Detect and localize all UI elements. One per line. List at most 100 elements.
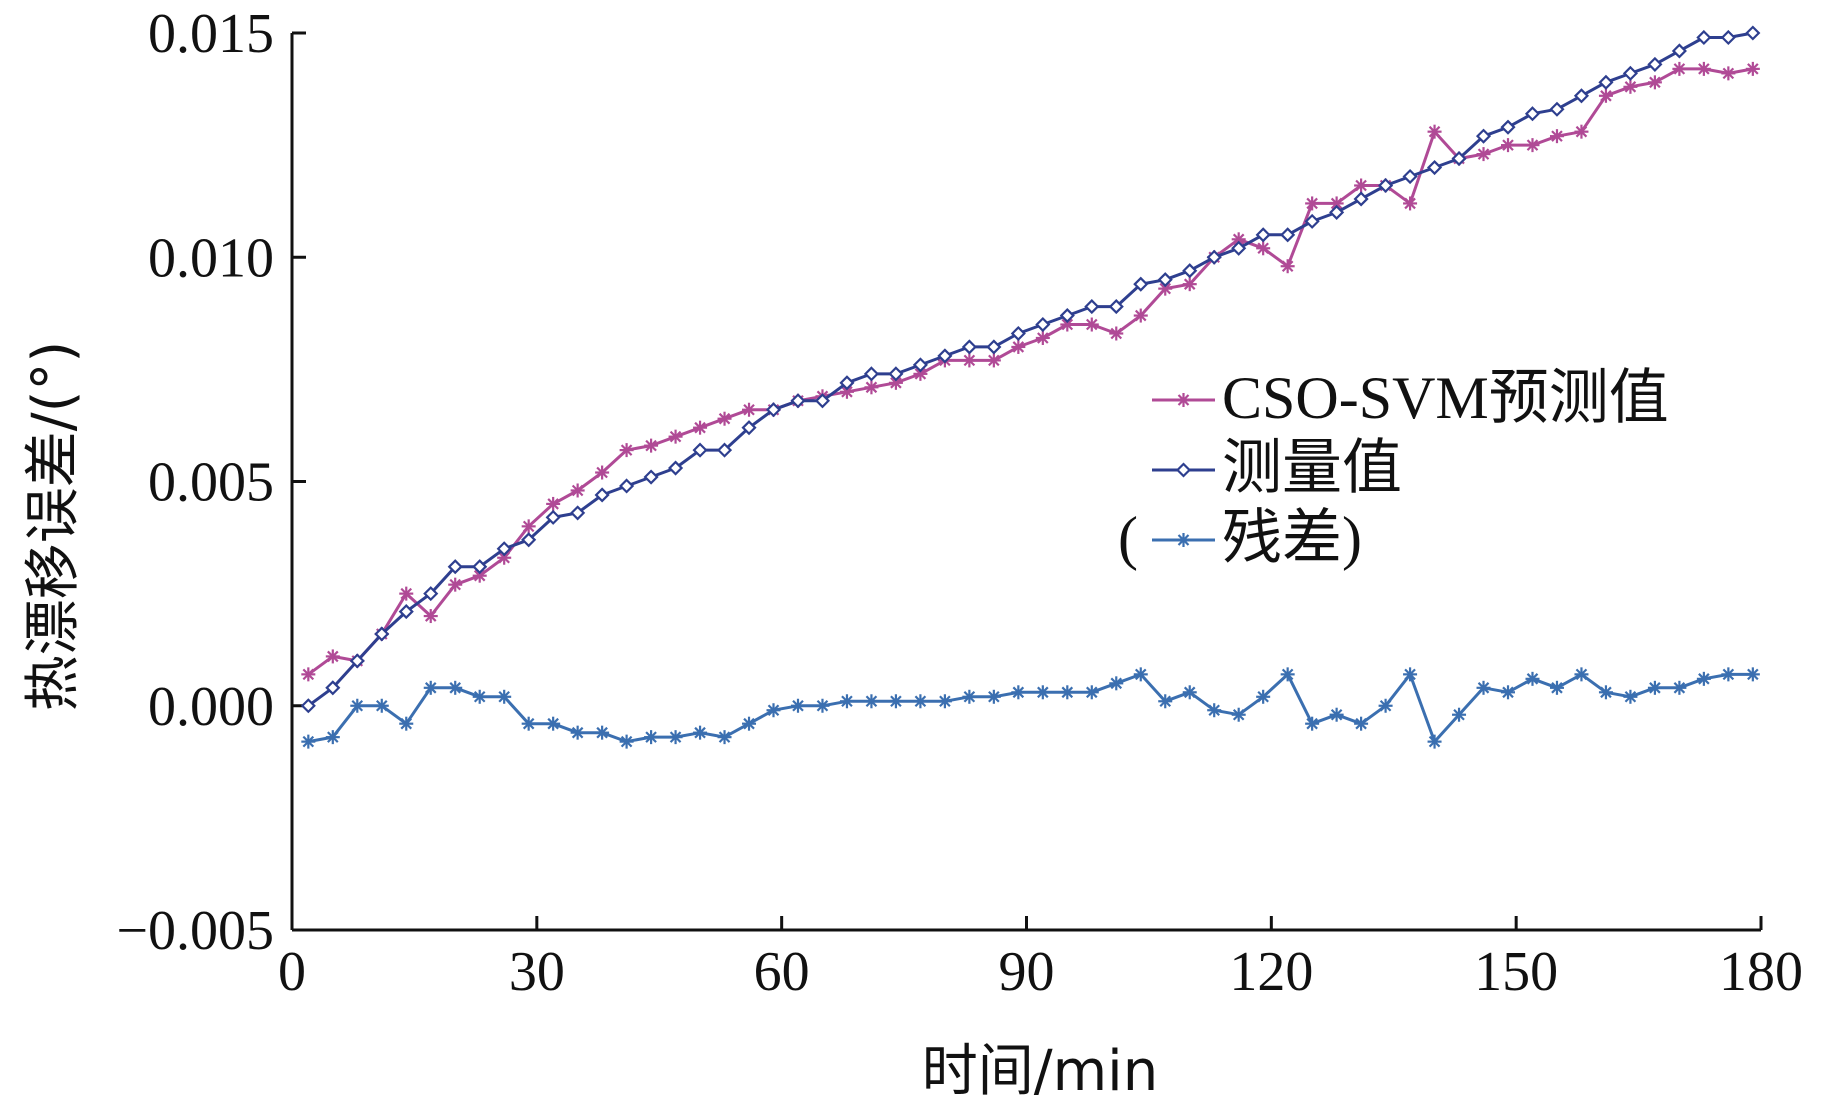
asterisk-stroke	[1306, 717, 1318, 730]
asterisk-stroke	[841, 695, 853, 708]
data-point	[1696, 29, 1712, 46]
data-point	[521, 532, 537, 548]
data-point	[398, 604, 414, 620]
data-point	[1745, 25, 1761, 41]
asterisk-stroke	[473, 691, 486, 703]
data-point	[423, 680, 438, 695]
asterisk-stroke	[1208, 704, 1220, 717]
x-tick-label: 0	[278, 941, 306, 1003]
data-point	[1721, 66, 1736, 81]
data-point	[693, 725, 708, 740]
data-point	[814, 393, 831, 409]
data-point	[1378, 698, 1393, 713]
data-point	[1329, 707, 1344, 722]
asterisk-stroke	[1177, 394, 1190, 406]
data-point	[1378, 177, 1394, 194]
asterisk-stroke	[1306, 197, 1318, 210]
asterisk-stroke	[792, 699, 804, 712]
asterisk-stroke	[1502, 139, 1514, 151]
data-point	[716, 442, 733, 458]
data-point	[594, 487, 610, 503]
asterisk-stroke	[865, 695, 878, 708]
legend-item: (残差)	[1118, 505, 1362, 571]
asterisk-stroke	[1257, 691, 1269, 703]
data-point	[1133, 276, 1149, 292]
data-point	[619, 734, 634, 749]
data-point	[1011, 685, 1026, 700]
y-tick-label: 0.015	[148, 3, 274, 65]
data-point	[766, 703, 781, 718]
data-point	[937, 694, 952, 709]
asterisk-stroke	[424, 610, 437, 622]
data-point	[521, 519, 536, 534]
data-point	[1524, 106, 1541, 122]
data-point	[1060, 317, 1075, 332]
asterisk-stroke	[1086, 318, 1098, 331]
legend-label: 测量值	[1222, 435, 1402, 501]
data-point	[1623, 689, 1638, 704]
asterisk-stroke	[841, 386, 853, 398]
asterisk-stroke	[767, 704, 780, 717]
data-point	[1354, 716, 1369, 731]
data-point	[619, 443, 634, 458]
data-point	[1182, 263, 1198, 279]
data-point	[1525, 138, 1540, 153]
data-point	[1647, 56, 1663, 72]
data-point	[1403, 667, 1418, 682]
asterisk-stroke	[1110, 677, 1123, 690]
x-tick-label: 180	[1719, 941, 1803, 1003]
data-point	[374, 626, 390, 642]
data-point	[1354, 178, 1369, 193]
asterisk-stroke	[939, 695, 951, 708]
asterisk-stroke	[1183, 686, 1196, 699]
asterisk-stroke	[963, 354, 976, 367]
asterisk-stroke	[596, 466, 608, 479]
data-point	[1304, 213, 1320, 229]
data-point	[300, 698, 316, 714]
x-tick-label: 60	[754, 941, 810, 1003]
data-point	[1696, 61, 1711, 76]
asterisk-stroke	[1281, 668, 1294, 681]
asterisk-stroke	[1526, 139, 1539, 151]
data-point	[1158, 694, 1173, 709]
asterisk-stroke	[449, 578, 462, 591]
asterisk-stroke	[1159, 695, 1172, 708]
data-point	[986, 339, 1002, 355]
asterisk-stroke	[890, 377, 902, 389]
asterisk-stroke	[522, 717, 535, 730]
data-point	[1427, 124, 1442, 139]
asterisk-stroke	[1355, 179, 1367, 192]
data-point	[374, 698, 389, 713]
data-point	[1084, 317, 1099, 332]
data-point	[1329, 204, 1345, 220]
data-point	[1549, 680, 1564, 695]
data-point	[717, 411, 732, 426]
data-point	[1573, 88, 1590, 104]
asterisk-stroke	[718, 731, 731, 743]
data-point	[1059, 307, 1075, 324]
data-point	[1623, 79, 1638, 94]
asterisk-stroke	[1159, 282, 1172, 295]
data-point	[545, 509, 561, 525]
data-point	[1476, 680, 1491, 695]
asterisk-stroke	[327, 731, 339, 743]
data-point	[447, 559, 463, 575]
asterisk-stroke	[400, 717, 413, 730]
data-point	[1501, 685, 1516, 700]
data-point	[1549, 101, 1565, 117]
data-point	[1696, 671, 1711, 686]
x-tick-label: 90	[999, 941, 1055, 1003]
data-point	[1598, 685, 1613, 700]
data-point	[815, 698, 830, 713]
x-axis-title: 时间/min	[922, 1039, 1158, 1104]
data-point	[790, 393, 806, 409]
data-point	[1745, 667, 1760, 682]
asterisk-stroke	[1624, 691, 1637, 703]
data-point	[1035, 330, 1050, 345]
asterisk-stroke	[1177, 534, 1190, 546]
y-tick-label: −0.005	[116, 900, 274, 962]
data-point	[1402, 168, 1418, 185]
asterisk-stroke	[1061, 318, 1074, 331]
data-point	[1109, 326, 1124, 341]
